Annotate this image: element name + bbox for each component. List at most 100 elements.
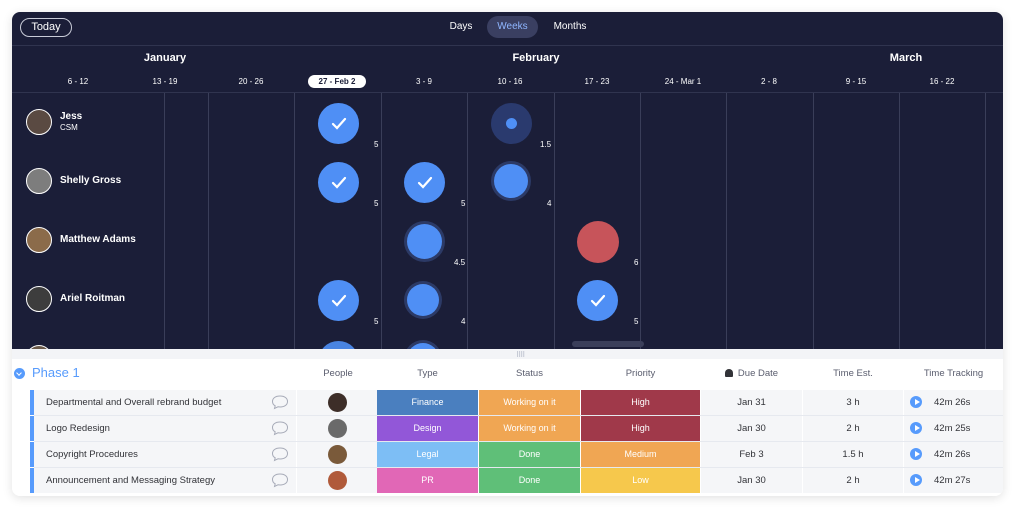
workload-bubble[interactable] [491,103,532,144]
table-row[interactable]: Copyright Procedures Legal Done Medium F… [12,442,1003,467]
column-header-people[interactable]: People [323,368,353,379]
item-cell[interactable]: Departmental and Overall rebrand budget [34,390,296,415]
time-tracked: 42m 27s [934,475,971,486]
time-est-cell[interactable]: 2 h [803,416,903,441]
comment-icon[interactable] [271,420,289,436]
time-est-cell[interactable]: 1.5 h [803,442,903,467]
scale-weeks-tab[interactable]: Weeks [487,16,538,38]
time-est-cell[interactable]: 3 h [803,390,903,415]
due-date-cell[interactable]: Jan 30 [701,468,802,493]
group-color-stripe [30,416,34,441]
resize-handle[interactable] [12,349,1003,359]
status-cell[interactable]: Done [479,442,580,467]
column-header-due-date[interactable]: Due Date [701,368,802,379]
check-icon [331,294,347,307]
workload-hours: 5 [461,199,466,208]
week-label[interactable]: 16 - 22 [929,77,955,86]
week-label[interactable]: 20 - 26 [238,77,264,86]
workload-timeline: Today Days Weeks Months January February… [12,12,1003,382]
workload-bubble[interactable] [318,103,359,144]
person-role: CSM [60,123,78,132]
check-icon [590,294,606,307]
time-est-cell[interactable]: 2 h [803,468,903,493]
priority-cell[interactable]: High [581,390,700,415]
due-date-cell[interactable]: Feb 3 [701,442,802,467]
type-cell[interactable]: Legal [377,442,478,467]
workload-bubble[interactable] [407,224,442,259]
avatar[interactable] [26,227,52,253]
item-name[interactable]: Copyright Procedures [46,449,138,460]
workload-hours: 5 [634,317,639,326]
item-name[interactable]: Announcement and Messaging Strategy [46,475,215,486]
avatar[interactable] [26,168,52,194]
horizontal-scrollbar[interactable] [572,341,644,347]
row-divider [34,441,1003,442]
status-cell[interactable]: Working on it [479,390,580,415]
week-label[interactable]: 24 - Mar 1 [664,77,702,86]
priority-cell[interactable]: High [581,416,700,441]
priority-cell[interactable]: Low [581,468,700,493]
item-name[interactable]: Logo Redesign [46,423,110,434]
workload-bubble-overload[interactable] [577,221,619,263]
group-color-stripe [30,468,34,493]
due-date-cell[interactable]: Jan 30 [701,416,802,441]
play-icon[interactable] [910,422,922,434]
drag-grip-icon[interactable]: ⠿⠿ [516,352,525,359]
week-label[interactable]: 17 - 23 [584,77,610,86]
week-label[interactable]: 13 - 19 [152,77,178,86]
avatar[interactable] [26,109,52,135]
scale-days-tab[interactable]: Days [449,21,473,32]
workload-bubble[interactable] [407,284,439,316]
week-label[interactable]: 9 - 15 [845,77,867,86]
workload-bubble[interactable] [494,164,528,198]
type-cell[interactable]: PR [377,468,478,493]
month-label: March [889,52,923,64]
week-label[interactable]: 2 - 8 [760,77,777,86]
due-date-cell[interactable]: Jan 31 [701,390,802,415]
type-cell[interactable]: Finance [377,390,478,415]
avatar[interactable] [328,419,347,438]
grid-line [813,93,814,349]
priority-cell[interactable]: Medium [581,442,700,467]
table-row[interactable]: Announcement and Messaging Strategy PR D… [12,468,1003,493]
item-name[interactable]: Departmental and Overall rebrand budget [46,397,222,408]
comment-icon[interactable] [271,472,289,488]
scale-months-tab[interactable]: Months [553,21,587,32]
avatar[interactable] [328,445,347,464]
item-cell[interactable]: Announcement and Messaging Strategy [34,468,296,493]
status-cell[interactable]: Working on it [479,416,580,441]
column-header-status[interactable]: Status [516,368,543,379]
type-cell[interactable]: Design [377,416,478,441]
today-button[interactable]: Today [20,18,72,37]
column-header-type[interactable]: Type [417,368,438,379]
table-row[interactable]: Departmental and Overall rebrand budget … [12,390,1003,415]
column-header-priority[interactable]: Priority [625,368,656,379]
comment-icon[interactable] [271,394,289,410]
comment-icon[interactable] [271,446,289,462]
item-cell[interactable]: Copyright Procedures [34,442,296,467]
play-icon[interactable] [910,396,922,408]
grid-line [554,93,555,349]
group-title[interactable]: Phase 1 [32,365,80,380]
play-icon[interactable] [910,448,922,460]
week-label-current[interactable]: 27 - Feb 2 [318,77,356,86]
week-label[interactable]: 10 - 16 [497,77,523,86]
chevron-down-icon[interactable] [14,368,25,379]
workload-bubble[interactable] [318,162,359,203]
week-label[interactable]: 6 - 12 [67,77,89,86]
avatar[interactable] [26,286,52,312]
play-icon[interactable] [910,474,922,486]
avatar[interactable] [328,471,347,490]
grid-line [985,93,986,349]
week-label[interactable]: 3 - 9 [415,77,432,86]
row-divider [34,467,1003,468]
avatar[interactable] [328,393,347,412]
column-header-time-tracking[interactable]: Time Tracking [923,368,984,379]
status-cell[interactable]: Done [479,468,580,493]
workload-bubble[interactable] [577,280,618,321]
workload-bubble[interactable] [404,162,445,203]
table-row[interactable]: Logo Redesign Design Working on it High … [12,416,1003,441]
column-header-time-est[interactable]: Time Est. [833,368,873,379]
workload-bubble[interactable] [318,280,359,321]
item-cell[interactable]: Logo Redesign [34,416,296,441]
